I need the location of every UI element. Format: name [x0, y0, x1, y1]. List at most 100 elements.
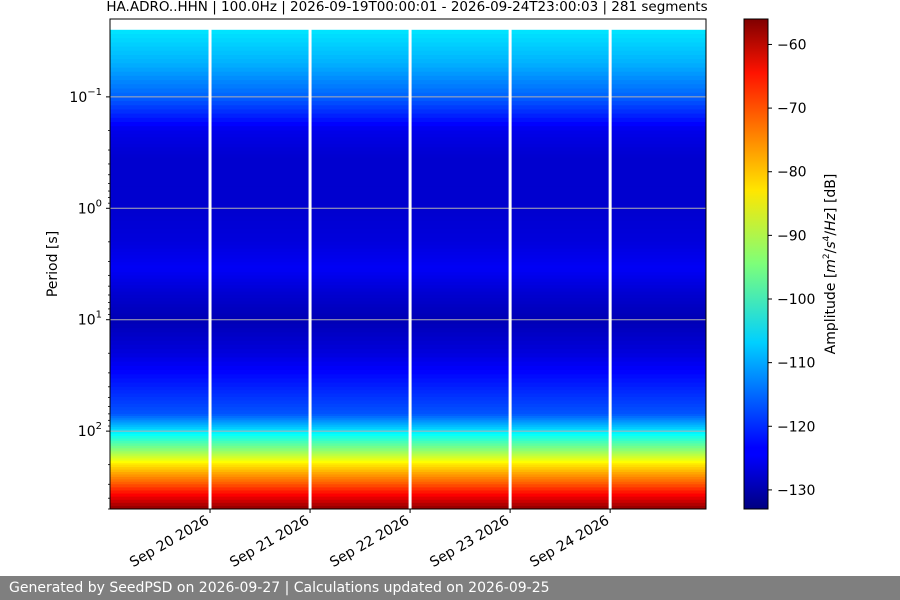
- heatmap-band: [110, 323, 706, 329]
- heatmap-band: [110, 316, 706, 321]
- x-axis: Sep 20 2026 Sep 21 2026 Sep 22 2026 Sep 23 …: [127, 509, 612, 571]
- heatmap-band: [110, 332, 706, 338]
- heatmap-band: [110, 212, 706, 218]
- heatmap-band: [110, 164, 706, 168]
- heatmap-band: [110, 177, 706, 181]
- colorbar-tick-label: −80: [777, 165, 807, 181]
- heatmap-band: [110, 400, 706, 405]
- heatmap-band: [110, 428, 706, 432]
- heatmap-band: [110, 75, 706, 81]
- heatmap-band: [110, 33, 706, 39]
- y-tick-label: 101: [78, 310, 102, 329]
- heatmap-band: [110, 255, 706, 260]
- heatmap-band: [110, 461, 706, 464]
- colorbar-tick-label: −130: [777, 483, 815, 499]
- colorbar-tick-label: −90: [777, 228, 807, 244]
- heatmap-band: [110, 180, 706, 185]
- colorbar-tick-label: −110: [777, 356, 815, 372]
- heatmap-band: [110, 374, 706, 380]
- heatmap-band: [110, 154, 706, 159]
- x-tick-label: Sep 22 2026: [327, 513, 412, 571]
- heatmap-band: [110, 353, 706, 359]
- heatmap-band: [110, 462, 706, 466]
- heatmap-band: [110, 96, 706, 102]
- heatmap-band: [110, 328, 706, 333]
- heatmap-band: [110, 268, 706, 273]
- heatmap-band: [110, 170, 706, 175]
- heatmap-band: [110, 505, 706, 509]
- heatmap-band: [110, 393, 706, 398]
- heatmap-band: [110, 418, 706, 421]
- heatmap-band: [110, 189, 706, 194]
- heatmap-band: [110, 420, 706, 424]
- colorbar-label: Amplitude [m2/s4/Hz] [dB]: [822, 174, 839, 355]
- heatmap-band: [110, 63, 706, 69]
- heatmap-band: [110, 433, 706, 437]
- heatmap-band: [110, 396, 706, 401]
- heatmap-band: [110, 133, 706, 138]
- heatmap-band: [110, 225, 706, 230]
- heatmap-band: [110, 50, 706, 56]
- heatmap-band: [110, 281, 706, 286]
- heatmap-band: [110, 304, 706, 308]
- heatmap-band: [110, 301, 706, 305]
- heatmap-band: [110, 438, 706, 442]
- x-tick-label: Sep 21 2026: [227, 513, 312, 571]
- heatmap-band: [110, 237, 706, 243]
- footer-text: Generated by SeedPSD on 2026-09-27 | Cal…: [9, 580, 550, 596]
- heatmap-band: [110, 59, 706, 64]
- heatmap-band: [110, 445, 706, 449]
- heatmap-band: [110, 173, 706, 178]
- heatmap-band: [110, 340, 706, 346]
- heatmap-band: [110, 195, 706, 200]
- heatmap-band: [110, 310, 706, 315]
- plot-frame: [109, 18, 707, 510]
- heatmap-band: [110, 84, 706, 90]
- heatmap-band: [110, 109, 706, 115]
- heatmap-band: [110, 357, 706, 363]
- heatmap-band: [110, 46, 706, 52]
- heatmap-band: [110, 220, 706, 226]
- x-tick-label: Sep 23 2026: [427, 513, 512, 571]
- heatmap-band: [110, 241, 706, 246]
- heatmap-band: [110, 275, 706, 280]
- heatmap-band: [110, 493, 706, 498]
- heatmap-band: [110, 474, 706, 478]
- heatmap-band: [110, 455, 706, 459]
- heatmap-band: [110, 443, 706, 447]
- heatmap-band: [110, 101, 706, 106]
- heatmap-band: [110, 245, 706, 250]
- heatmap-band: [110, 344, 706, 350]
- heatmap-band: [110, 192, 706, 197]
- heatmap-band: [110, 186, 706, 191]
- heatmap-band: [110, 298, 706, 302]
- heatmap-band: [110, 386, 706, 391]
- colorbar-tick-label: −100: [777, 292, 815, 308]
- heatmap-band: [110, 407, 706, 412]
- heatmap-band: [110, 487, 706, 492]
- x-tick-label: Sep 24 2026: [527, 513, 612, 571]
- heatmap-band: [110, 122, 706, 127]
- heatmap-band: [110, 92, 706, 98]
- heatmap-band: [110, 452, 706, 455]
- heatmap-band: [110, 80, 706, 85]
- heatmap-band: [110, 229, 706, 235]
- heatmap-band: [110, 472, 706, 476]
- heatmap-band: [110, 183, 706, 188]
- heatmap-band: [110, 479, 706, 483]
- heatmap-band: [110, 38, 706, 43]
- heatmap-band: [110, 440, 706, 444]
- heatmap-band: [110, 258, 706, 263]
- heatmap-band: [110, 319, 706, 325]
- heatmap-band: [110, 42, 706, 48]
- heatmap-band: [110, 365, 706, 371]
- colorbar-tick-label: −60: [777, 37, 807, 53]
- y-tick-label: 102: [78, 421, 102, 440]
- heatmap-band: [110, 378, 706, 384]
- heatmap-band: [110, 413, 706, 417]
- heatmap-band: [110, 130, 706, 135]
- heatmap-band: [110, 140, 706, 145]
- heatmap-band: [110, 147, 706, 152]
- colorbar: [743, 18, 769, 510]
